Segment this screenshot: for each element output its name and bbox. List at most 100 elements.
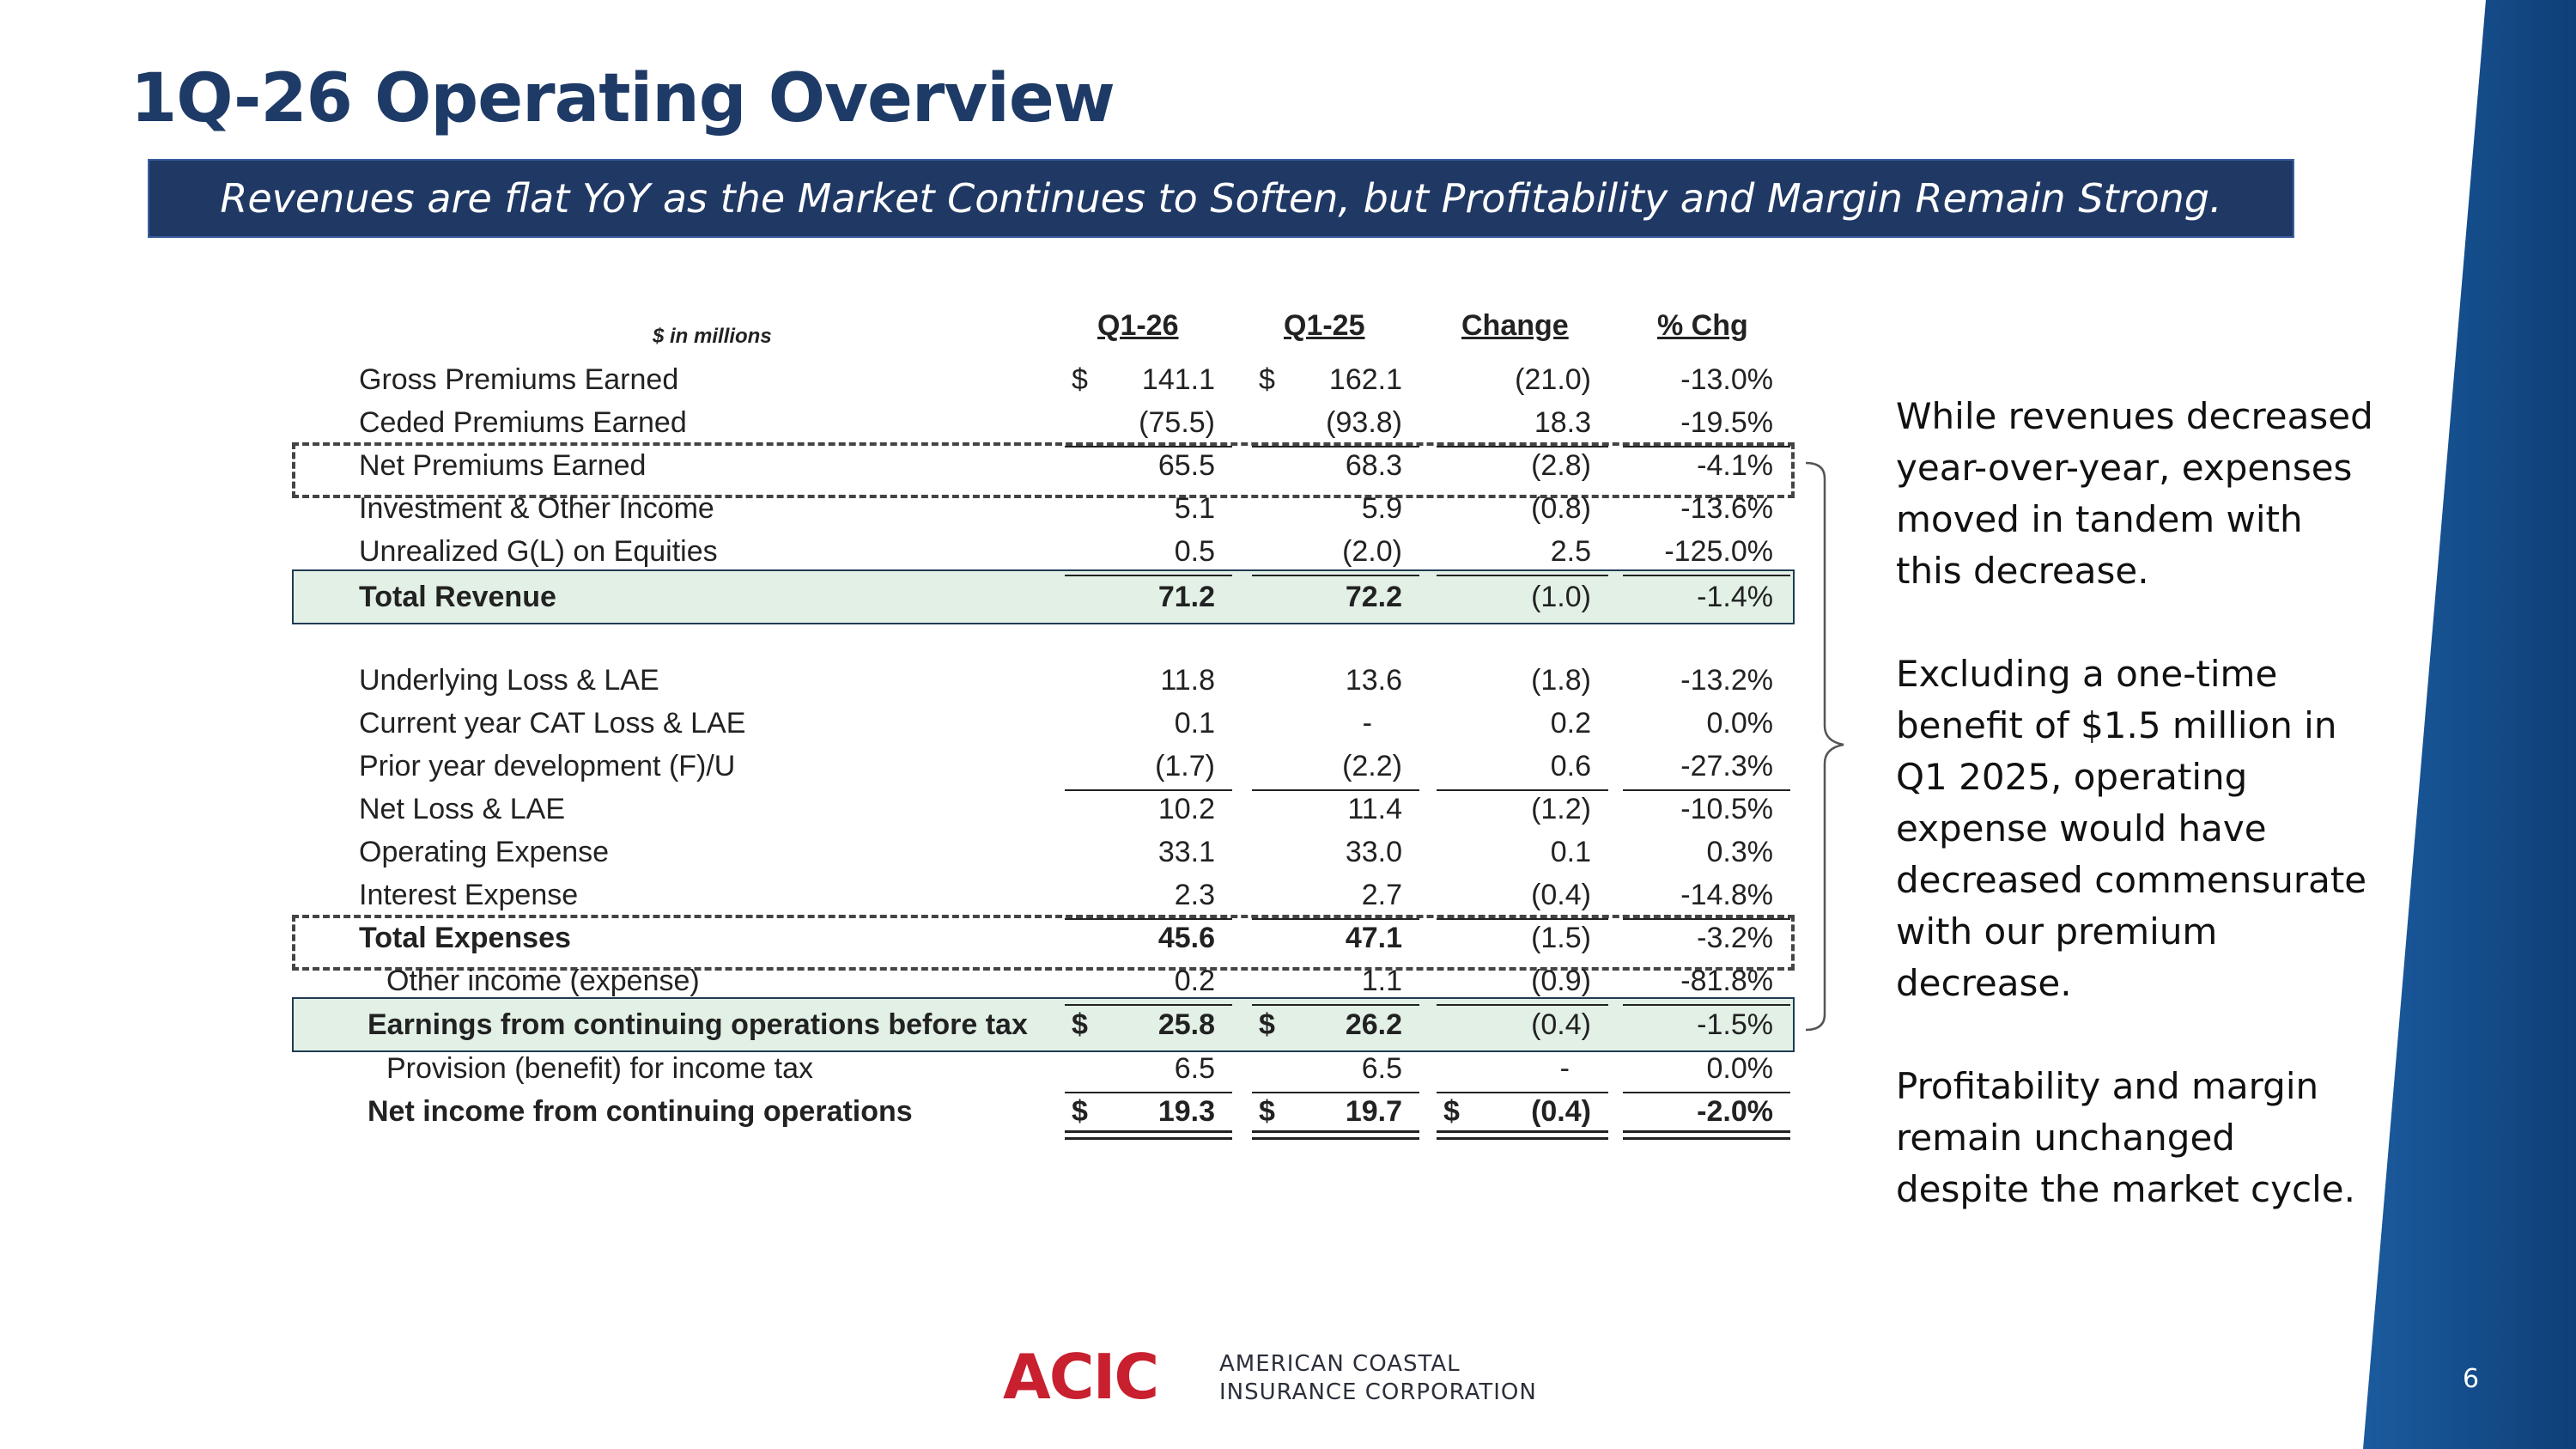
cell-value: (1.0)	[1531, 581, 1591, 613]
table-row: Total Expenses 45.6 47.1 (1.5) -3.2%	[292, 915, 1795, 958]
row-label: Investment & Other Income	[359, 492, 714, 525]
cell-value: -13.0%	[1680, 363, 1773, 396]
page-title: 1Q-26 Operating Overview	[131, 60, 1115, 137]
cell-value: 0.0%	[1706, 1052, 1774, 1085]
row-label: Current year CAT Loss & LAE	[359, 707, 746, 740]
cell-value: -4.1%	[1697, 449, 1773, 482]
total-revenue-highlight	[292, 569, 1795, 624]
cell-value: 10.2	[1157, 793, 1215, 825]
table-row: Net Premiums Earned 65.5 68.3 (2.8) -4.1…	[292, 442, 1795, 485]
table-row: Current year CAT Loss & LAE 0.1 - 0.2 0.…	[292, 700, 1795, 743]
row-label: Gross Premiums Earned	[359, 363, 679, 396]
cell-value: -1.4%	[1697, 581, 1773, 613]
page-number: 6	[2463, 1364, 2480, 1394]
cell-value: (0.8)	[1531, 492, 1591, 525]
cell-value: 6.5	[1361, 1052, 1402, 1085]
note-revenue: While revenues decreased year-over-year,…	[1896, 395, 2373, 592]
row-label: Total Revenue	[359, 581, 556, 613]
table-row: Total Revenue 71.2 72.2 (1.0) -1.4%	[292, 574, 1795, 617]
row-label: Net income from continuing operations	[368, 1095, 913, 1128]
cell-value: 141.1	[1141, 363, 1215, 396]
table-row: Earnings from continuing operations befo…	[368, 1008, 1773, 1041]
cell-value: 19.3	[1157, 1095, 1215, 1128]
row-label: Operating Expense	[359, 836, 610, 868]
table-row: Net Loss & LAE 10.2 11.4 (1.2) -10.5%	[292, 786, 1795, 829]
table-row: Underlying Loss & LAE 11.8 13.6 (1.8) -1…	[292, 657, 1795, 700]
cell-value: 6.5	[1174, 1052, 1215, 1085]
cell-value: -13.6%	[1680, 492, 1773, 525]
net-premiums-dashed-box	[292, 442, 1795, 498]
note-expense: Excluding a one-time benefit of $1.5 mil…	[1896, 653, 2367, 1004]
table-row: Gross Premiums Earned $141.1 $162.1 (21.…	[359, 363, 1773, 396]
cell-value: -19.5%	[1680, 406, 1773, 439]
curly-bracket	[1805, 461, 1844, 1032]
cell-value: (0.4)	[1531, 879, 1591, 911]
table-row: Operating Expense 33.1 33.0 0.1 0.3%	[292, 829, 1795, 872]
cell-value: (0.9)	[1531, 965, 1591, 997]
cell-value: (2.8)	[1531, 449, 1591, 482]
table-row: Provision (benefit) for income tax 6.5 6…	[292, 1045, 1795, 1093]
cell-value: 71.2	[1157, 581, 1215, 613]
cell-value: -125.0%	[1664, 535, 1773, 568]
subtitle-text: Revenues are flat YoY as the Market Cont…	[220, 175, 2222, 222]
header-change: Change	[1461, 309, 1569, 342]
cell-value: 33.1	[1157, 836, 1215, 868]
cell-value: 68.3	[1345, 449, 1402, 482]
cell-value: (2.2)	[1342, 750, 1402, 782]
row-label: Provision (benefit) for income tax	[386, 1052, 813, 1085]
cell-value: -13.2%	[1680, 664, 1773, 697]
table-row: Ceded Premiums Earned (75.5) (93.8) 18.3…	[292, 399, 1795, 447]
row-label: Unrealized G(L) on Equities	[359, 535, 718, 568]
note-profitability: Profitability and margin remain unchange…	[1896, 1065, 2355, 1210]
cell-value: (1.7)	[1155, 750, 1215, 782]
cell-value: 2.7	[1361, 879, 1402, 911]
cell-value: 47.1	[1345, 922, 1402, 954]
cell-value: (0.4)	[1531, 1008, 1591, 1041]
table-row: Interest Expense 2.3 2.7 (0.4) -14.8%	[292, 872, 1795, 920]
cell-value: -10.5%	[1680, 793, 1773, 825]
cell-value: (93.8)	[1326, 406, 1402, 439]
row-label: Net Loss & LAE	[359, 793, 566, 825]
cell-value: 11.8	[1160, 664, 1215, 697]
table-row: Net income from continuing operations $1…	[292, 1088, 1795, 1140]
cell-value: 0.2	[1174, 965, 1215, 997]
cell-value: 45.6	[1157, 922, 1215, 954]
cell-value: 2.5	[1550, 535, 1591, 568]
cell-value: 5.9	[1361, 492, 1402, 525]
svg-text:ACIC: ACIC	[1003, 1347, 1157, 1407]
cell-value: 2.3	[1174, 879, 1215, 911]
cell-value: 11.4	[1347, 793, 1402, 825]
cell-value: 1.1	[1361, 965, 1402, 997]
cell-value: (1.5)	[1531, 922, 1591, 954]
row-label: Ceded Premiums Earned	[359, 406, 687, 439]
cell-value: 0.6	[1550, 750, 1591, 782]
cell-value: -14.8%	[1680, 879, 1773, 911]
company-name-line2: INSURANCE CORPORATION	[1219, 1379, 1537, 1405]
cell-value: 0.2	[1550, 707, 1591, 740]
cell-value: -1.5%	[1697, 1008, 1773, 1041]
cell-value: (1.8)	[1531, 664, 1591, 697]
table-row: Investment & Other Income 5.1 5.9 (0.8) …	[292, 485, 1795, 528]
header-q1-25: Q1-25	[1284, 309, 1365, 342]
cell-value: (21.0)	[1515, 363, 1591, 396]
cell-value: 13.6	[1345, 664, 1402, 697]
total-expenses-dashed-box	[292, 915, 1795, 971]
row-label: Underlying Loss & LAE	[359, 664, 659, 697]
table-row: Prior year development (F)/U (1.7) (2.2)…	[292, 743, 1795, 791]
row-label: Total Expenses	[359, 922, 571, 954]
commentary-notes: While revenues decreased year-over-year,…	[1896, 391, 2377, 1267]
cell-value: 5.1	[1174, 492, 1215, 525]
cell-value: -	[1362, 707, 1372, 740]
subtitle-banner: Revenues are flat YoY as the Market Cont…	[148, 159, 2294, 238]
row-label: Net Premiums Earned	[359, 449, 647, 482]
cell-value: (0.4)	[1531, 1095, 1591, 1128]
header-pct-chg: % Chg	[1657, 309, 1748, 342]
cell-value: 0.1	[1174, 707, 1215, 740]
cell-value: 18.3	[1534, 406, 1591, 439]
cell-value: 0.1	[1550, 836, 1591, 868]
company-name-line1: AMERICAN COASTAL	[1219, 1351, 1461, 1377]
row-label: Earnings from continuing operations befo…	[368, 1008, 1028, 1041]
cell-value: 33.0	[1345, 836, 1402, 868]
cell-value: 72.2	[1345, 581, 1402, 613]
